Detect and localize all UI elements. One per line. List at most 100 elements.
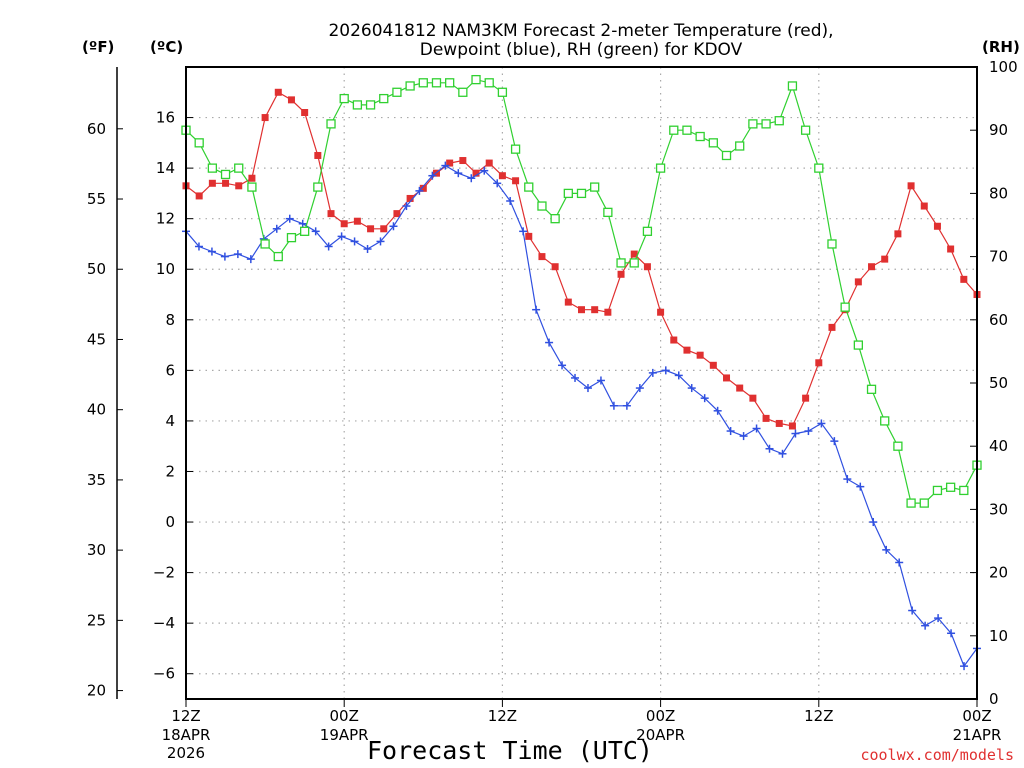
rh-point [906, 498, 916, 508]
rh-point [365, 100, 376, 110]
dewpoint-point [635, 384, 644, 393]
rh-point [814, 163, 824, 173]
dewpoint-point [765, 444, 774, 453]
dewpoint-point [324, 242, 333, 251]
series-layer [181, 74, 982, 671]
rh-point [721, 150, 732, 161]
dewpoint-point [726, 427, 735, 436]
dewpoint-point [467, 174, 476, 183]
temperature-point [274, 88, 282, 96]
dewpoint-point [493, 179, 502, 188]
celsius-tick-label: −2 [153, 564, 175, 582]
fahrenheit-tick-label: 55 [87, 190, 106, 208]
x-tick-date: 18APR [162, 726, 211, 744]
temperature-point [696, 351, 704, 359]
dewpoint-point [532, 305, 541, 314]
temperature-point [723, 374, 731, 382]
rh-point [695, 131, 705, 142]
celsius-tick-label: 4 [165, 412, 175, 430]
rh-point [497, 87, 508, 97]
temperature-point [947, 245, 955, 253]
temperature-point [643, 263, 651, 271]
dewpoint-point [882, 545, 891, 554]
rh-point [708, 138, 718, 148]
rh-point [629, 258, 639, 268]
dewpoint-point [441, 161, 450, 170]
celsius-tick-label: 0 [165, 513, 175, 531]
temperature-point [551, 263, 559, 271]
temperature-point [828, 323, 836, 331]
dewpoint-point [674, 371, 683, 380]
rh-point [405, 81, 415, 91]
rh-point [774, 116, 784, 126]
fahrenheit-unit-label: (ºF) [82, 38, 114, 56]
celsius-tick-label: −4 [153, 614, 175, 632]
celsius-unit-label: (ºC) [150, 38, 183, 56]
fahrenheit-tick-label: 30 [87, 541, 106, 559]
celsius-tick-label: −6 [153, 665, 175, 683]
x-tick-date: 20APR [636, 726, 685, 744]
rh-point [748, 119, 758, 129]
dewpoint-point [856, 482, 865, 491]
rh-point [959, 485, 969, 496]
x-axis-label: Forecast Time (UTC) [367, 736, 653, 765]
temperature-point [604, 308, 612, 316]
dewpoint-point [285, 214, 294, 223]
dewpoint-point [687, 384, 696, 393]
dewpoint-line [185, 164, 978, 668]
x-tick-date: 21APR [953, 726, 1002, 744]
rh-point [326, 119, 336, 129]
rh-tick-label: 60 [989, 311, 1008, 329]
dewpoint-point [609, 401, 618, 410]
celsius-tick-label: 14 [156, 159, 175, 177]
temperature-point [235, 182, 243, 190]
temperature-point [485, 159, 493, 167]
rh-point [471, 74, 481, 85]
temperature-point [591, 306, 599, 314]
temperature-point [670, 336, 678, 344]
temperature-point [406, 194, 414, 202]
dewpoint-point [778, 449, 787, 458]
temperature-point [920, 202, 928, 210]
temperature-point [327, 210, 335, 218]
x-tick-year: 2026 [167, 744, 205, 762]
temperature-point [683, 346, 691, 354]
dewpoint-point [246, 255, 255, 264]
dewpoint-point [428, 171, 437, 180]
rh-point [787, 81, 798, 91]
dewpoint-point [921, 621, 930, 630]
rh-point [286, 232, 297, 243]
rh-point [590, 182, 600, 192]
dewpoint-point [830, 437, 839, 446]
dewpoint-point [908, 606, 917, 615]
dewpoint-point [804, 427, 813, 436]
temperature-point [657, 308, 665, 316]
temperature-point [287, 96, 295, 104]
rh-tick-label: 50 [989, 374, 1008, 392]
dewpoint-point [402, 202, 411, 211]
fahrenheit-tick-label: 35 [87, 471, 106, 489]
rh-point [563, 188, 573, 199]
dewpoint-point [843, 475, 852, 484]
rh-line [185, 78, 978, 504]
temperature-point [525, 232, 533, 240]
temperature-point [881, 255, 889, 263]
fahrenheit-tick-label: 50 [87, 260, 106, 278]
rh-tick-label: 90 [989, 121, 1008, 139]
dewpoint-point [506, 196, 515, 205]
temperature-point [630, 250, 638, 258]
rh-point [339, 93, 349, 104]
dewpoint-point [622, 401, 631, 410]
dewpoint-point [895, 558, 904, 567]
dewpoint-point [960, 662, 969, 671]
rh-point [247, 182, 257, 192]
rh-point [932, 485, 943, 496]
dewpoint-point [648, 368, 657, 377]
rh-point [458, 87, 468, 97]
temperature-point [854, 278, 862, 286]
rh-point [484, 78, 494, 88]
x-tick-date: 19APR [320, 726, 369, 744]
rh-tick-label: 10 [989, 627, 1008, 645]
dewpoint-point [272, 224, 281, 233]
